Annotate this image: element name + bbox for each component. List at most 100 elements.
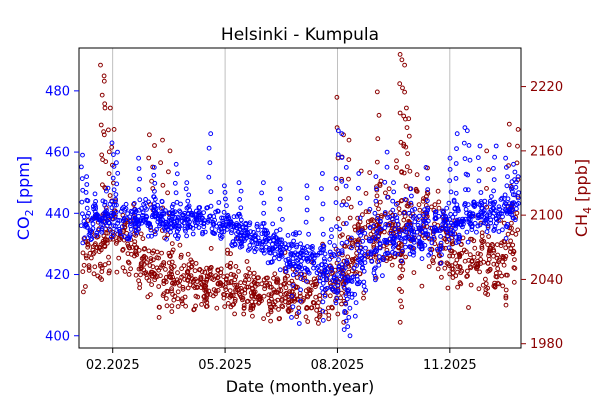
data-point — [99, 229, 105, 235]
data-point — [312, 253, 318, 258]
data-point — [483, 276, 488, 282]
data-point — [345, 235, 351, 240]
left-axis-label-main: CO — [14, 216, 33, 240]
data-point — [102, 262, 108, 268]
data-point — [85, 244, 91, 250]
data-point — [102, 214, 108, 220]
data-point — [203, 287, 209, 293]
data-point — [373, 277, 378, 283]
data-point — [467, 264, 473, 270]
data-point — [185, 251, 191, 257]
data-point — [433, 215, 438, 221]
data-point — [268, 318, 274, 324]
data-point — [394, 158, 399, 164]
data-point — [457, 252, 463, 258]
data-point — [453, 226, 458, 231]
data-point — [170, 280, 176, 286]
data-point — [84, 197, 90, 203]
data-point — [395, 222, 401, 228]
data-point — [79, 176, 85, 182]
data-point — [450, 231, 456, 237]
data-point — [425, 231, 431, 237]
data-point — [404, 164, 410, 170]
data-point — [398, 298, 403, 304]
data-point — [88, 217, 94, 223]
data-point — [298, 262, 303, 268]
data-point — [425, 176, 431, 181]
data-point — [368, 250, 374, 256]
data-point — [457, 280, 463, 286]
data-point — [346, 287, 352, 293]
data-point — [479, 230, 485, 236]
data-point — [113, 192, 119, 197]
data-point — [332, 243, 337, 249]
data-point — [502, 192, 508, 198]
data-point — [390, 198, 396, 204]
data-point — [503, 155, 509, 161]
data-point — [238, 188, 244, 194]
data-point — [392, 226, 398, 232]
data-point — [445, 233, 451, 239]
data-point — [512, 192, 518, 198]
data-point — [396, 206, 402, 212]
data-point — [508, 249, 513, 255]
data-point — [337, 277, 343, 282]
data-point — [461, 218, 467, 224]
data-point — [355, 242, 361, 247]
data-point — [472, 204, 477, 210]
data-point — [228, 222, 234, 228]
data-point — [263, 237, 269, 243]
data-point — [410, 226, 416, 232]
data-point — [446, 245, 452, 251]
data-point — [486, 268, 492, 274]
data-point — [500, 283, 506, 289]
data-point — [503, 293, 509, 299]
data-point — [167, 253, 173, 259]
data-point — [329, 227, 334, 233]
data-point — [184, 180, 190, 186]
data-point — [354, 281, 360, 287]
data-point — [82, 235, 88, 241]
data-point — [363, 245, 368, 251]
data-point — [343, 280, 348, 286]
data-point — [152, 272, 158, 278]
data-point — [190, 231, 196, 237]
data-point — [271, 287, 277, 293]
data-point — [356, 185, 361, 191]
data-point — [489, 194, 494, 199]
data-point — [324, 277, 329, 283]
data-point — [269, 296, 274, 302]
data-point — [331, 274, 337, 280]
data-point — [80, 250, 86, 256]
data-point — [466, 257, 472, 263]
data-point — [404, 105, 409, 111]
data-point — [111, 126, 117, 132]
data-point — [315, 303, 320, 309]
data-point — [327, 249, 333, 255]
data-point — [137, 218, 143, 224]
data-point — [167, 148, 173, 154]
data-point — [158, 216, 164, 222]
data-point — [106, 171, 112, 177]
data-point — [484, 148, 490, 154]
data-point — [114, 202, 119, 208]
data-point — [504, 165, 509, 170]
data-point — [170, 247, 176, 253]
data-point — [367, 238, 372, 244]
data-point — [184, 233, 190, 239]
data-point — [250, 239, 256, 245]
data-point — [236, 180, 242, 186]
data-point — [454, 146, 459, 152]
data-point — [151, 165, 157, 170]
data-point — [224, 263, 230, 269]
data-point — [408, 222, 414, 227]
data-point — [79, 199, 85, 205]
data-point — [115, 217, 121, 223]
data-point — [471, 199, 477, 205]
data-point — [496, 204, 502, 210]
data-point — [293, 230, 299, 236]
data-point — [443, 214, 449, 220]
data-point — [180, 285, 186, 290]
data-point — [471, 202, 477, 207]
data-point — [513, 184, 519, 190]
